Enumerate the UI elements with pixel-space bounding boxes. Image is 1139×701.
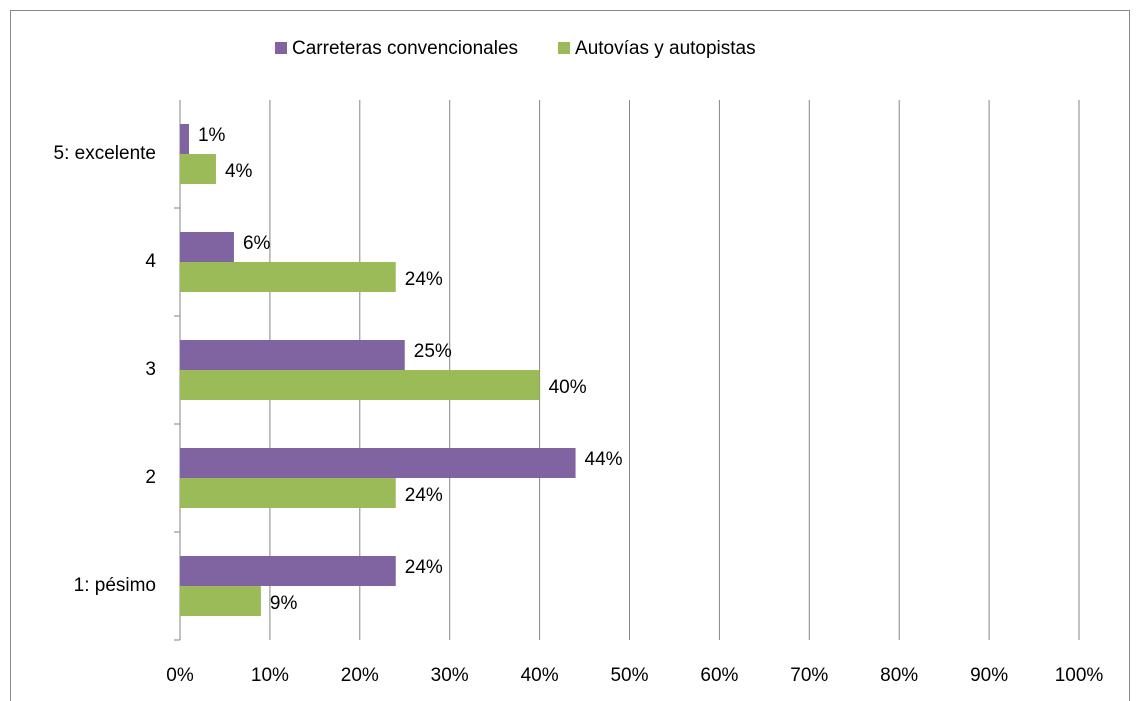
bar bbox=[180, 124, 189, 154]
legend-swatch bbox=[275, 42, 287, 54]
bar bbox=[180, 478, 396, 508]
x-tick-label: 60% bbox=[700, 665, 738, 686]
x-tick-label: 100% bbox=[1055, 665, 1104, 686]
data-label: 25% bbox=[414, 341, 452, 362]
data-label: 40% bbox=[549, 377, 587, 398]
x-tick-label: 10% bbox=[251, 665, 289, 686]
bar bbox=[180, 370, 540, 400]
legend-label: Autovías y autopistas bbox=[575, 38, 756, 59]
bar bbox=[180, 556, 396, 586]
data-label: 1% bbox=[198, 125, 226, 146]
y-tick-label: 5: excelente bbox=[54, 143, 156, 164]
bar bbox=[180, 262, 396, 292]
x-tick-label: 70% bbox=[790, 665, 828, 686]
bar bbox=[180, 586, 261, 616]
x-tick-label: 80% bbox=[880, 665, 918, 686]
x-tick-label: 0% bbox=[166, 665, 194, 686]
bar bbox=[180, 154, 216, 184]
legend-swatch bbox=[558, 42, 571, 54]
x-tick-label: 40% bbox=[521, 665, 559, 686]
chart-frame bbox=[10, 10, 1130, 701]
data-label: 24% bbox=[405, 557, 443, 578]
bar bbox=[180, 340, 405, 370]
data-label: 6% bbox=[243, 233, 271, 254]
legend-label: Carreteras convencionales bbox=[292, 38, 518, 59]
y-tick-label: 4 bbox=[145, 251, 156, 272]
y-tick-label: 3 bbox=[145, 359, 156, 380]
y-tick-label: 2 bbox=[145, 467, 156, 488]
bar bbox=[180, 232, 234, 262]
x-tick-label: 90% bbox=[970, 665, 1008, 686]
data-label: 24% bbox=[405, 485, 443, 506]
data-label: 44% bbox=[585, 449, 623, 470]
bar bbox=[180, 448, 576, 478]
x-tick-label: 30% bbox=[431, 665, 469, 686]
x-tick-label: 50% bbox=[610, 665, 648, 686]
data-label: 9% bbox=[270, 593, 298, 614]
data-label: 24% bbox=[405, 269, 443, 290]
data-label: 4% bbox=[225, 161, 253, 182]
y-tick-label: 1: pésimo bbox=[74, 575, 156, 596]
x-tick-label: 20% bbox=[341, 665, 379, 686]
